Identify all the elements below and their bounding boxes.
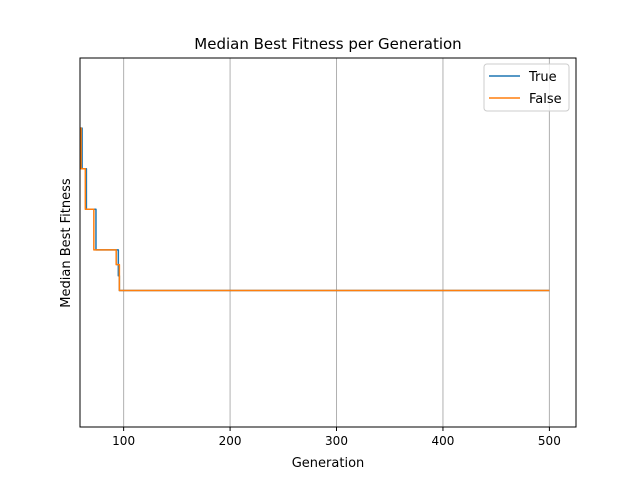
plot-frame [79,57,577,428]
legend: True False [483,63,570,112]
x-tick-label: 100 [112,434,135,448]
chart-title: Median Best Fitness per Generation [194,35,461,53]
grid-layer [123,58,550,427]
legend-label-false: False [529,92,562,107]
x-tick-label: 500 [538,434,561,448]
x-tick-label: 300 [325,434,348,448]
x-tick-label: 200 [219,434,242,448]
x-axis-label: Generation [292,456,365,471]
legend-entries: True False [489,70,562,107]
series-line-false [80,127,550,292]
legend-label-true: True [528,70,557,85]
series-layer [80,127,550,292]
y-axis-label: Median Best Fitness [59,178,74,308]
x-tick-label: 400 [431,434,454,448]
tick-layer: 100 200 300 400 500 [112,427,561,448]
